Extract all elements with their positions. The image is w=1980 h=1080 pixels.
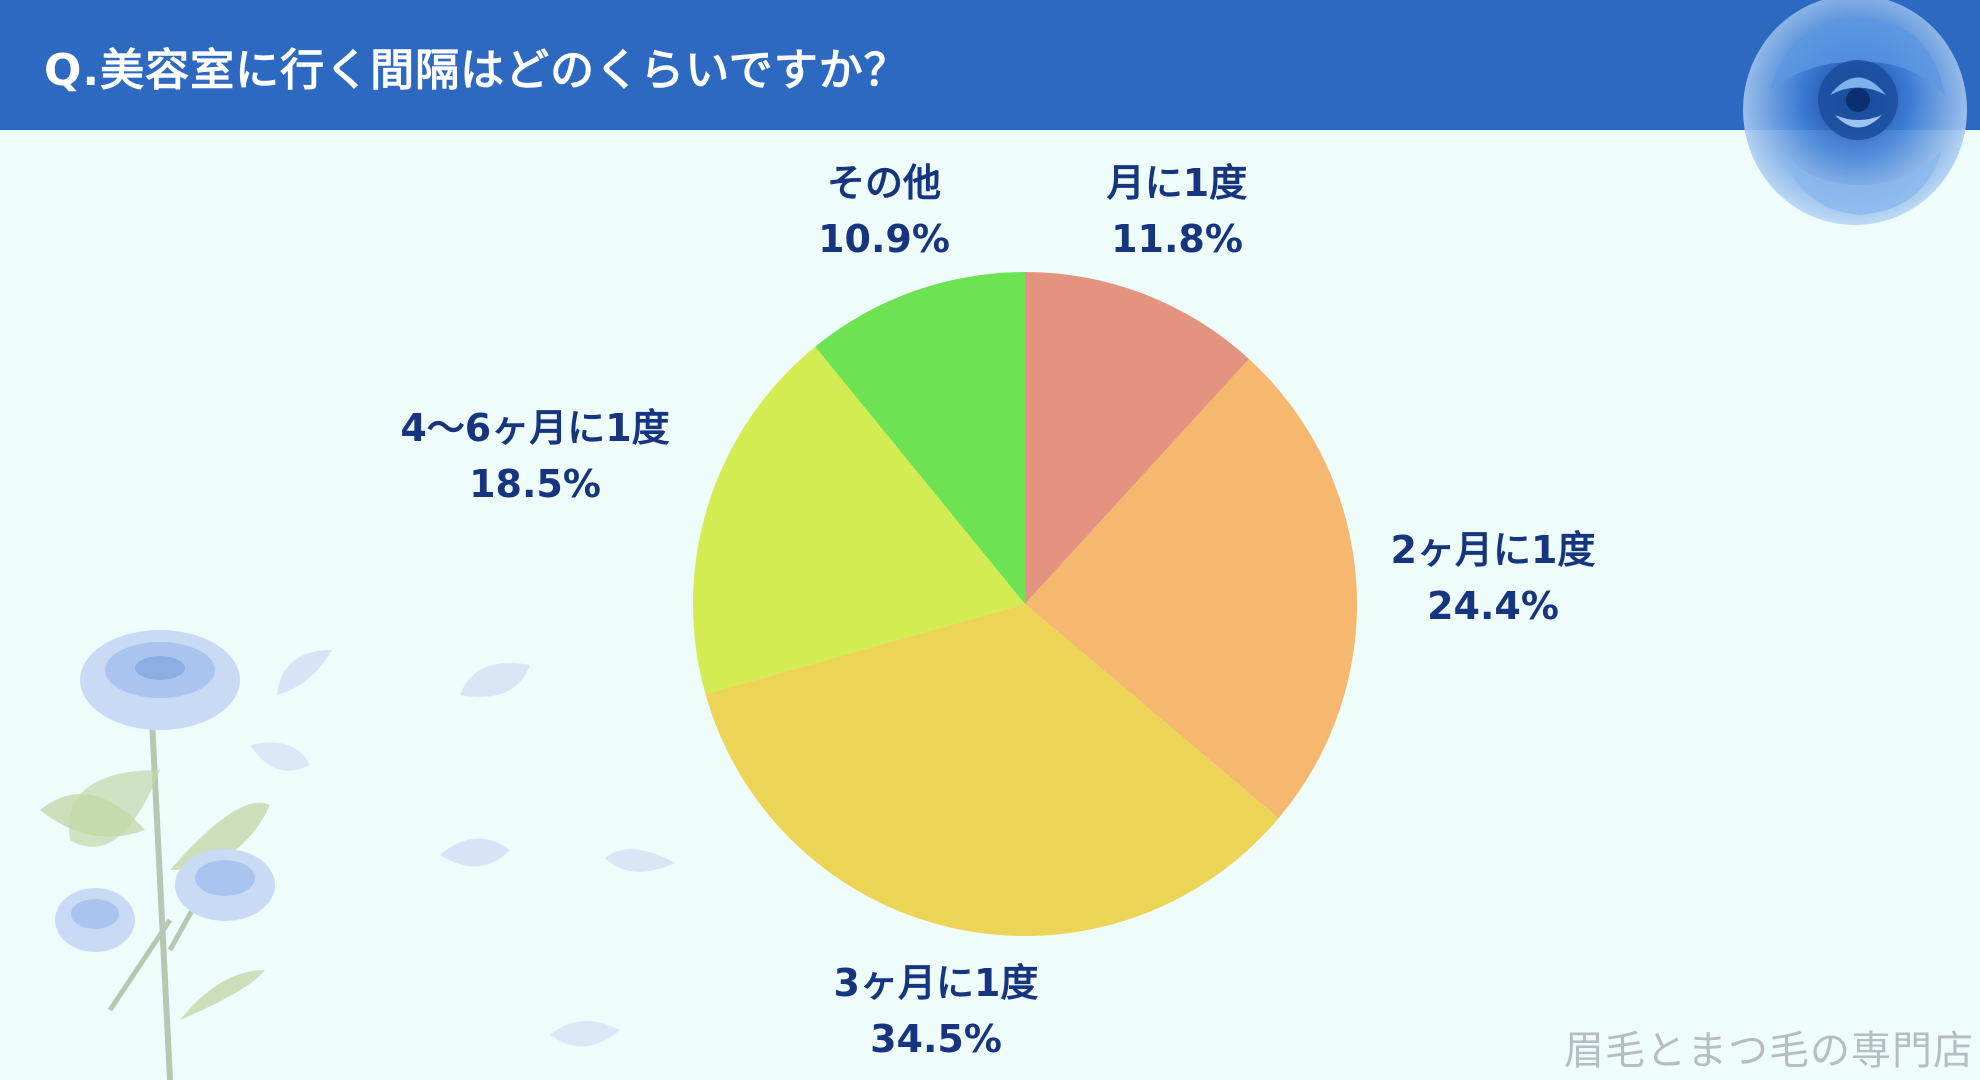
petal-icon	[277, 650, 332, 695]
slice-label-4-6-months: 4～6ヶ月に1度 18.5%	[400, 406, 670, 506]
slice-label-3-months: 3ヶ月に1度 34.5%	[833, 961, 1039, 1061]
slice-2-months	[1025, 358, 1357, 819]
slice-label-2-months: 2ヶ月に1度 24.4%	[1390, 528, 1596, 628]
slice-3-months	[705, 604, 1279, 936]
rose-decoration-top-icon	[1743, 0, 1967, 225]
watermark-text: 眉毛とまつ毛の専門店	[1564, 1028, 1974, 1074]
header-bar: Q.美容室に行く間隔はどのくらいですか？	[0, 0, 1980, 130]
slice-label-other: その他 10.9%	[818, 161, 950, 261]
rose-decoration-bottom-icon	[40, 630, 275, 1080]
petal-icon	[460, 663, 530, 697]
slice-label-monthly: 月に1度 11.8%	[1106, 161, 1248, 261]
slice-other	[815, 272, 1025, 604]
petal-icon	[440, 838, 510, 867]
petal-icon	[550, 1021, 620, 1047]
petal-icon	[605, 849, 675, 872]
page-title: Q.美容室に行く間隔はどのくらいですか？	[44, 45, 909, 96]
slice-monthly	[1025, 272, 1250, 604]
slice-4-6-months	[693, 346, 1025, 695]
petal-icon	[250, 742, 310, 771]
